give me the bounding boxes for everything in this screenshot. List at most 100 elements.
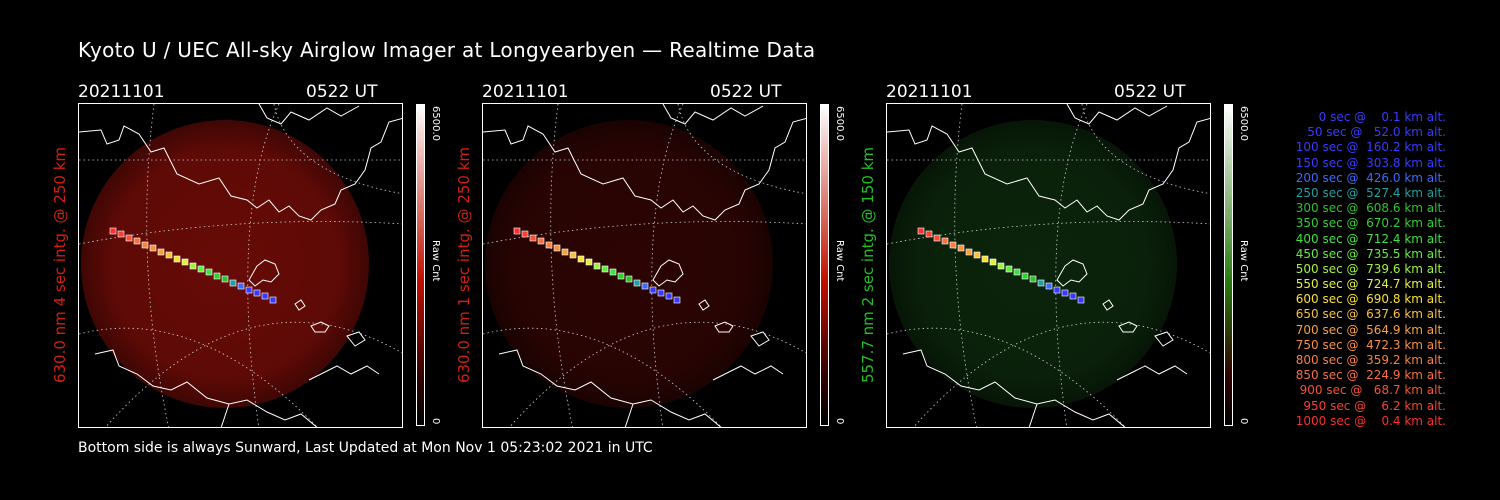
trajectory-marker	[553, 244, 561, 252]
legend-entry: 400 sec @ 712.4 km alt.	[1291, 231, 1446, 246]
trajectory-marker	[513, 227, 521, 235]
coastline	[750, 331, 770, 347]
trajectory-marker	[633, 279, 641, 287]
panel-time: 0522 UT	[710, 82, 782, 102]
trajectory-marker	[521, 230, 529, 238]
trajectory-marker	[529, 234, 537, 242]
coastline	[498, 349, 722, 427]
coastline	[94, 349, 318, 427]
coastline	[902, 349, 1126, 427]
colorbar-max-label: 6500.0	[1238, 106, 1249, 141]
trajectory-marker	[173, 255, 181, 263]
panel-time: 0522 UT	[1114, 82, 1186, 102]
grid-line	[887, 327, 1126, 427]
trajectory-marker	[641, 282, 649, 290]
grid-line	[913, 321, 1210, 427]
coastline	[1066, 104, 1168, 125]
trajectory-marker	[1013, 268, 1021, 276]
trajectory-marker	[125, 234, 133, 242]
all-sky-image	[886, 103, 1211, 428]
trajectory-marker	[117, 230, 125, 238]
trajectory-marker	[157, 248, 165, 256]
trajectory-legend: 0 sec @ 0.1 km alt. 50 sec @ 52.0 km alt…	[1262, 110, 1446, 429]
colorbar-unit-label: Raw Cnt	[834, 240, 845, 282]
coastline	[248, 259, 280, 287]
legend-entry: 800 sec @ 359.2 km alt.	[1291, 353, 1446, 367]
trajectory-marker	[673, 296, 681, 304]
trajectory-marker	[197, 265, 205, 273]
legend-entry: 900 sec @ 68.7 km alt.	[1295, 383, 1446, 398]
trajectory-marker	[941, 237, 949, 245]
panel-time: 0522 UT	[306, 82, 378, 102]
trajectory-marker	[981, 255, 989, 263]
coastline	[220, 365, 380, 427]
trajectory-marker	[617, 272, 625, 280]
trajectory-marker	[625, 275, 633, 283]
trajectory-marker	[545, 241, 553, 249]
grid-line	[887, 221, 1210, 245]
trajectory-marker	[261, 292, 269, 300]
airglow-panel-557-2s: 20211101 0522 UT 557.7 nm 2 sec intg. @ …	[859, 80, 1286, 430]
coastline	[662, 104, 764, 125]
trajectory-marker	[269, 296, 277, 304]
trajectory-marker	[601, 265, 609, 273]
colorbar-max-label: 6500.0	[430, 106, 441, 141]
coastline	[652, 259, 684, 287]
all-sky-image	[482, 103, 807, 428]
trajectory-marker	[957, 244, 965, 252]
trajectory-marker	[997, 262, 1005, 270]
trajectory-marker	[917, 227, 925, 235]
panel-wavelength-label: 630.0 nm 4 sec intg. @ 250 km	[51, 146, 69, 384]
coastline	[346, 331, 366, 347]
legend-entry: 50 sec @ 52.0 km alt.	[1299, 125, 1446, 140]
trajectory-marker	[229, 279, 237, 287]
colorbar	[820, 104, 829, 426]
airglow-intensity	[81, 120, 369, 408]
legend-entry: 600 sec @ 690.8 km alt.	[1291, 292, 1446, 307]
grid-line	[483, 221, 806, 245]
panel-wavelength-label: 557.7 nm 2 sec intg. @ 150 km	[859, 146, 877, 384]
legend-entry: 500 sec @ 739.6 km alt.	[1291, 261, 1446, 276]
coastline	[1154, 331, 1174, 347]
trajectory-marker	[537, 237, 545, 245]
trajectory-marker	[149, 244, 157, 252]
trajectory-marker	[609, 268, 617, 276]
trajectory-marker	[181, 258, 189, 266]
panel-date: 20211101	[482, 82, 569, 102]
trajectory-marker	[1045, 282, 1053, 290]
legend-entry: 650 sec @ 637.6 km alt.	[1291, 307, 1446, 322]
coastline	[1028, 365, 1188, 427]
trajectory-marker	[1053, 286, 1061, 294]
coastline	[1118, 321, 1138, 333]
trajectory-marker	[245, 286, 253, 294]
grid-line	[651, 104, 684, 427]
trajectory-marker	[561, 248, 569, 256]
grid-line	[1055, 104, 1088, 427]
coastline	[1056, 259, 1088, 287]
trajectory-marker	[989, 258, 997, 266]
trajectory-marker	[133, 237, 141, 245]
legend-entry: 750 sec @ 472.3 km alt.	[1291, 337, 1446, 352]
trajectory-marker	[109, 227, 117, 235]
trajectory-marker	[253, 289, 261, 297]
trajectory-marker	[965, 248, 973, 256]
colorbar-unit-label: Raw Cnt	[430, 240, 441, 282]
legend-entry: 450 sec @ 735.5 km alt.	[1291, 246, 1446, 261]
coastline	[258, 104, 360, 125]
trajectory-marker	[221, 275, 229, 283]
colorbar-unit-label: Raw Cnt	[1238, 240, 1249, 282]
trajectory-marker	[577, 255, 585, 263]
legend-entry: 150 sec @ 303.8 km alt.	[1291, 155, 1446, 170]
trajectory-marker	[973, 251, 981, 259]
trajectory-marker	[665, 292, 673, 300]
airglow-intensity	[485, 120, 773, 408]
panel-date: 20211101	[78, 82, 165, 102]
trajectory-marker	[933, 234, 941, 242]
trajectory-marker	[925, 230, 933, 238]
all-sky-image	[78, 103, 403, 428]
colorbar-min-label: 0	[1238, 418, 1249, 425]
legend-entry: 100 sec @ 160.2 km alt.	[1291, 140, 1446, 155]
grid-line	[247, 104, 280, 427]
grid-line	[79, 327, 318, 427]
trajectory-marker	[1077, 296, 1085, 304]
